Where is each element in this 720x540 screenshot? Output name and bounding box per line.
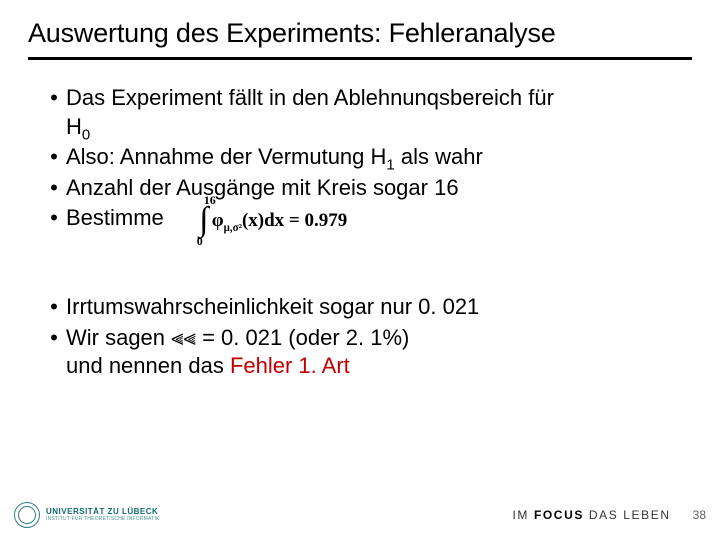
vertical-gap [42,249,692,293]
bullet-6-line1: Wir sagen ⫷⫷ = 0. 021 (oder 2. 1%) [66,325,409,350]
bullet-dot: • [42,324,66,353]
bullet-dot: • [42,143,66,172]
university-text: UNIVERSITÄT ZU LÜBECK INSTITUT FÜR THEOR… [46,508,160,522]
integrand: φμ,σ²(x)dx = 0.979 [212,211,347,230]
bullet-text: Irrtumswahrscheinlichkeit sogar nur 0. 0… [66,293,692,322]
bullet-4: • Bestimme 16 ∫ 0 φμ,σ²(x)dx = 0.979 [42,204,692,247]
bullet-1-sub: 0 [82,126,90,143]
bullet-6: • Wir sagen ⫷⫷ = 0. 021 (oder 2. 1%) und… [42,324,692,381]
university-seal-icon [14,502,40,528]
title-rule [28,57,692,60]
integral-sign: ∫ [199,206,208,235]
bullet-text: Bestimme 16 ∫ 0 φμ,σ²(x)dx = 0.979 [66,204,692,247]
bullet-text: Also: Annahme der Vermutung H1 als wahr [66,143,692,172]
bullet-1: • Das Experiment fällt in den Ablehnunqs… [42,84,692,141]
integral-formula: 16 ∫ 0 φμ,σ²(x)dx = 0.979 [198,194,347,247]
bullet-dot: • [42,293,66,322]
phi: φ [212,210,224,231]
motto-pre: IM [512,508,533,522]
integral-upper: 16 [204,194,216,206]
bullet-6-fehler: Fehler 1. Art [230,353,350,378]
bullet-text: Das Experiment fällt in den Ablehnunqsbe… [66,84,692,141]
bullet-list: • Das Experiment fällt in den Ablehnunqs… [28,84,692,381]
bullet-5: • Irrtumswahrscheinlichkeit sogar nur 0.… [42,293,692,322]
bullet-6-pre: und nennen das [66,353,230,378]
bullet-text: Wir sagen ⫷⫷ = 0. 021 (oder 2. 1%) und n… [66,324,692,381]
integral-symbol: 16 ∫ 0 [198,194,210,247]
bullet-text: Anzahl der Ausgänge mit Kreis sogar 16 [66,174,692,203]
motto-post: DAS LEBEN [584,508,671,522]
bullet-1-h: H [66,114,82,139]
bullet-2-sub: 1 [386,157,394,174]
page-number: 38 [693,508,706,522]
bullet-4-label: Bestimme [66,204,164,233]
bullet-dot: • [42,84,66,113]
university-logo: UNIVERSITÄT ZU LÜBECK INSTITUT FÜR THEOR… [14,502,160,528]
bullet-dot: • [42,204,66,233]
phi-sub: μ,σ² [224,222,242,234]
slide: Auswertung des Experiments: Fehleranalys… [0,0,720,540]
motto-bold: FOCUS [534,508,584,522]
integral-lower: 0 [197,235,203,247]
bullet-1-line1: Das Experiment fällt in den Ablehnunqsbe… [66,85,554,110]
formula-body: (x)dx = 0.979 [242,210,347,231]
bullet-2: • Also: Annahme der Vermutung H1 als wah… [42,143,692,172]
university-name: UNIVERSITÄT ZU LÜBECK [46,508,160,516]
bullet-2-pre: Also: Annahme der Vermutung H [66,144,386,169]
footer: UNIVERSITÄT ZU LÜBECK INSTITUT FÜR THEOR… [0,498,720,532]
slide-title: Auswertung des Experiments: Fehleranalys… [28,18,692,49]
footer-motto: IM FOCUS DAS LEBEN [512,508,670,522]
bullet-3: • Anzahl der Ausgänge mit Kreis sogar 16 [42,174,692,203]
bullet-2-post: als wahr [395,144,483,169]
institute-name: INSTITUT FÜR THEORETISCHE INFORMATIK [46,517,160,522]
bullet-dot: • [42,174,66,203]
